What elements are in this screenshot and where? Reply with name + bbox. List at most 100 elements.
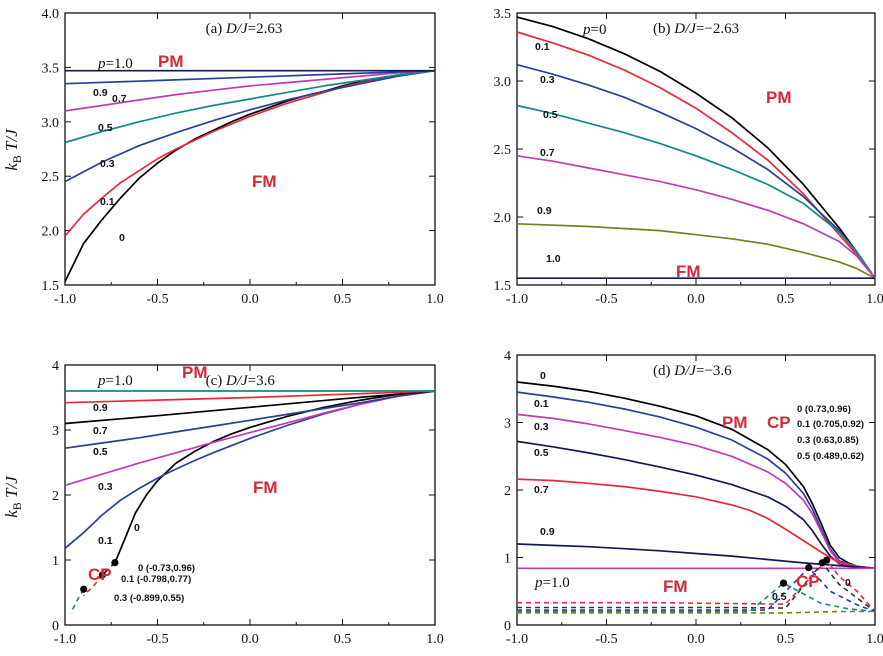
series-line-0.5 — [64, 69, 436, 144]
fm-phase-label: FM — [253, 478, 278, 497]
y-tick-label: 3 — [52, 424, 59, 439]
pm-phase-label: PM — [766, 88, 792, 107]
critical-point-label: 0.3 (0.63,0.85) — [797, 435, 859, 446]
series-label: 0.3 — [534, 421, 549, 433]
x-tick-label: 0.5 — [334, 632, 352, 647]
y-tick-label: 2 — [504, 484, 511, 499]
y-tick-label: 3.5 — [494, 7, 512, 22]
y-tick-label: 2.5 — [494, 143, 512, 158]
plot-frame — [516, 354, 876, 626]
series-line-0.7 — [516, 154, 876, 279]
series-label: 0.7 — [112, 93, 127, 105]
cp-phase-label: CP — [88, 565, 112, 584]
y-tick-label: 3 — [504, 417, 511, 432]
critical-point-label: 0 (0.73,0.96) — [797, 404, 851, 415]
series-line-0.3 — [64, 390, 436, 487]
x-tick-label: -1.0 — [506, 292, 528, 307]
series-label: 0.5 — [98, 122, 113, 134]
series-label: 0.3 — [98, 481, 113, 493]
y-tick-label: 1.5 — [494, 279, 512, 294]
series-line-0.1 — [64, 390, 436, 549]
x-tick-label: -0.5 — [595, 292, 617, 307]
cp-phase-label-lower: CP — [796, 572, 820, 591]
critical-point-label: 0.1 (0.705,0.92) — [797, 419, 864, 430]
series-line-0.5 — [516, 104, 876, 279]
x-tick-label: 0.0 — [241, 292, 259, 307]
y-tick-label: 0 — [504, 619, 511, 634]
critical-point-label: 0.3 (-0.899,0.55) — [114, 593, 184, 604]
series-label: 0.9 — [537, 205, 552, 217]
dashed-series-0.1 — [82, 574, 104, 597]
series-line-p0 — [516, 16, 876, 279]
x-tick-label: 0.0 — [687, 632, 705, 647]
critical-point-label: 0.1 (-0.798,0.77) — [121, 574, 191, 585]
series-label: 0.7 — [534, 484, 549, 496]
critical-point-dot — [98, 571, 106, 579]
series-label: 0.7 — [540, 147, 555, 159]
series-line-0.7 — [64, 69, 436, 112]
series-line-0 — [516, 381, 876, 570]
series-label-low: 0 — [845, 577, 851, 589]
y-tick-label: 4.0 — [42, 7, 60, 22]
x-tick-label: -1.0 — [54, 632, 76, 647]
series-label: 0.1 — [534, 398, 549, 410]
series-label: 0.1 — [98, 535, 113, 547]
cp-phase-label-upper: CP — [767, 413, 791, 432]
y-tick-label: 2 — [52, 489, 59, 504]
series-label: 0.7 — [93, 425, 108, 437]
pm-phase-label: PM — [158, 52, 184, 71]
y-tick-label: 0 — [52, 619, 59, 634]
x-tick-label: 0.0 — [687, 292, 705, 307]
critical-point-label: 0.5 (0.489,0.62) — [797, 451, 864, 462]
panel-d: -1.0 -0.5 0.0 0.5 1.0 0 1 2 3 4 (d) D/J=−3.6 p=1.0 P… — [504, 349, 883, 647]
x-tick-label: 1.0 — [426, 292, 444, 307]
y-tick-label: 2.5 — [42, 170, 60, 185]
series-line-0.3 — [516, 63, 876, 279]
x-tick-label: -1.0 — [54, 292, 76, 307]
y-tick-label: 2.0 — [42, 225, 60, 240]
panel-title: (b) D/J=−2.63 — [653, 21, 739, 37]
x-tick-label: 0.0 — [241, 632, 259, 647]
series-label: 0.9 — [540, 526, 555, 538]
pm-phase-label: PM — [182, 363, 208, 382]
plot-frame — [516, 12, 876, 286]
series-label: 0.9 — [93, 402, 108, 414]
y-tick-label: 2.0 — [494, 211, 512, 226]
series-label: 0 — [540, 370, 546, 382]
x-tick-label: -0.5 — [146, 292, 168, 307]
y-axis-label: kB T/J — [2, 128, 24, 171]
x-tick-label: 1.0 — [866, 292, 883, 307]
series-label: 0.1 — [100, 196, 115, 208]
series-line-0.7 — [64, 390, 436, 425]
plot-frame — [64, 12, 436, 286]
y-tick-label: 3.0 — [494, 75, 512, 90]
y-tick-label: 1.5 — [42, 279, 60, 294]
series-label: 0.9 — [93, 87, 108, 99]
panel-title: (d) D/J=−3.6 — [653, 363, 732, 379]
critical-point-dot — [818, 559, 826, 567]
x-tick-label: -1.0 — [506, 632, 528, 647]
x-tick-label: 0.5 — [777, 292, 795, 307]
critical-point-dot — [805, 564, 813, 572]
plot-frame — [64, 364, 436, 626]
series-label: 0 — [134, 522, 140, 534]
p-value-label: p=0 — [582, 22, 606, 38]
critical-point-dot — [111, 559, 119, 567]
series-label-low: 0.5 — [772, 591, 787, 603]
series-label: 0.3 — [540, 74, 555, 86]
series-label: 0.5 — [543, 109, 558, 121]
panel-c: -1.0 -0.5 0.0 0.5 1.0 0 1 2 3 4 kB T/J (c) D/J=3.6 p… — [2, 359, 444, 647]
y-tick-label: 1 — [504, 552, 511, 567]
x-tick-label: -0.5 — [146, 632, 168, 647]
fm-phase-label: FM — [676, 262, 701, 281]
series-line-0.7 — [516, 478, 876, 570]
series-line-0.1 — [516, 31, 876, 279]
x-tick-label: 0.5 — [334, 292, 352, 307]
critical-point-dot — [779, 579, 788, 587]
series-label: 0 — [119, 232, 125, 244]
fm-phase-label: FM — [663, 577, 688, 596]
series-line-0.9 — [516, 543, 876, 570]
x-tick-label: 1.0 — [866, 632, 883, 647]
dashed-series-0.3 — [517, 566, 876, 613]
critical-point-label: 0 (-0.73,0.96) — [138, 563, 195, 574]
